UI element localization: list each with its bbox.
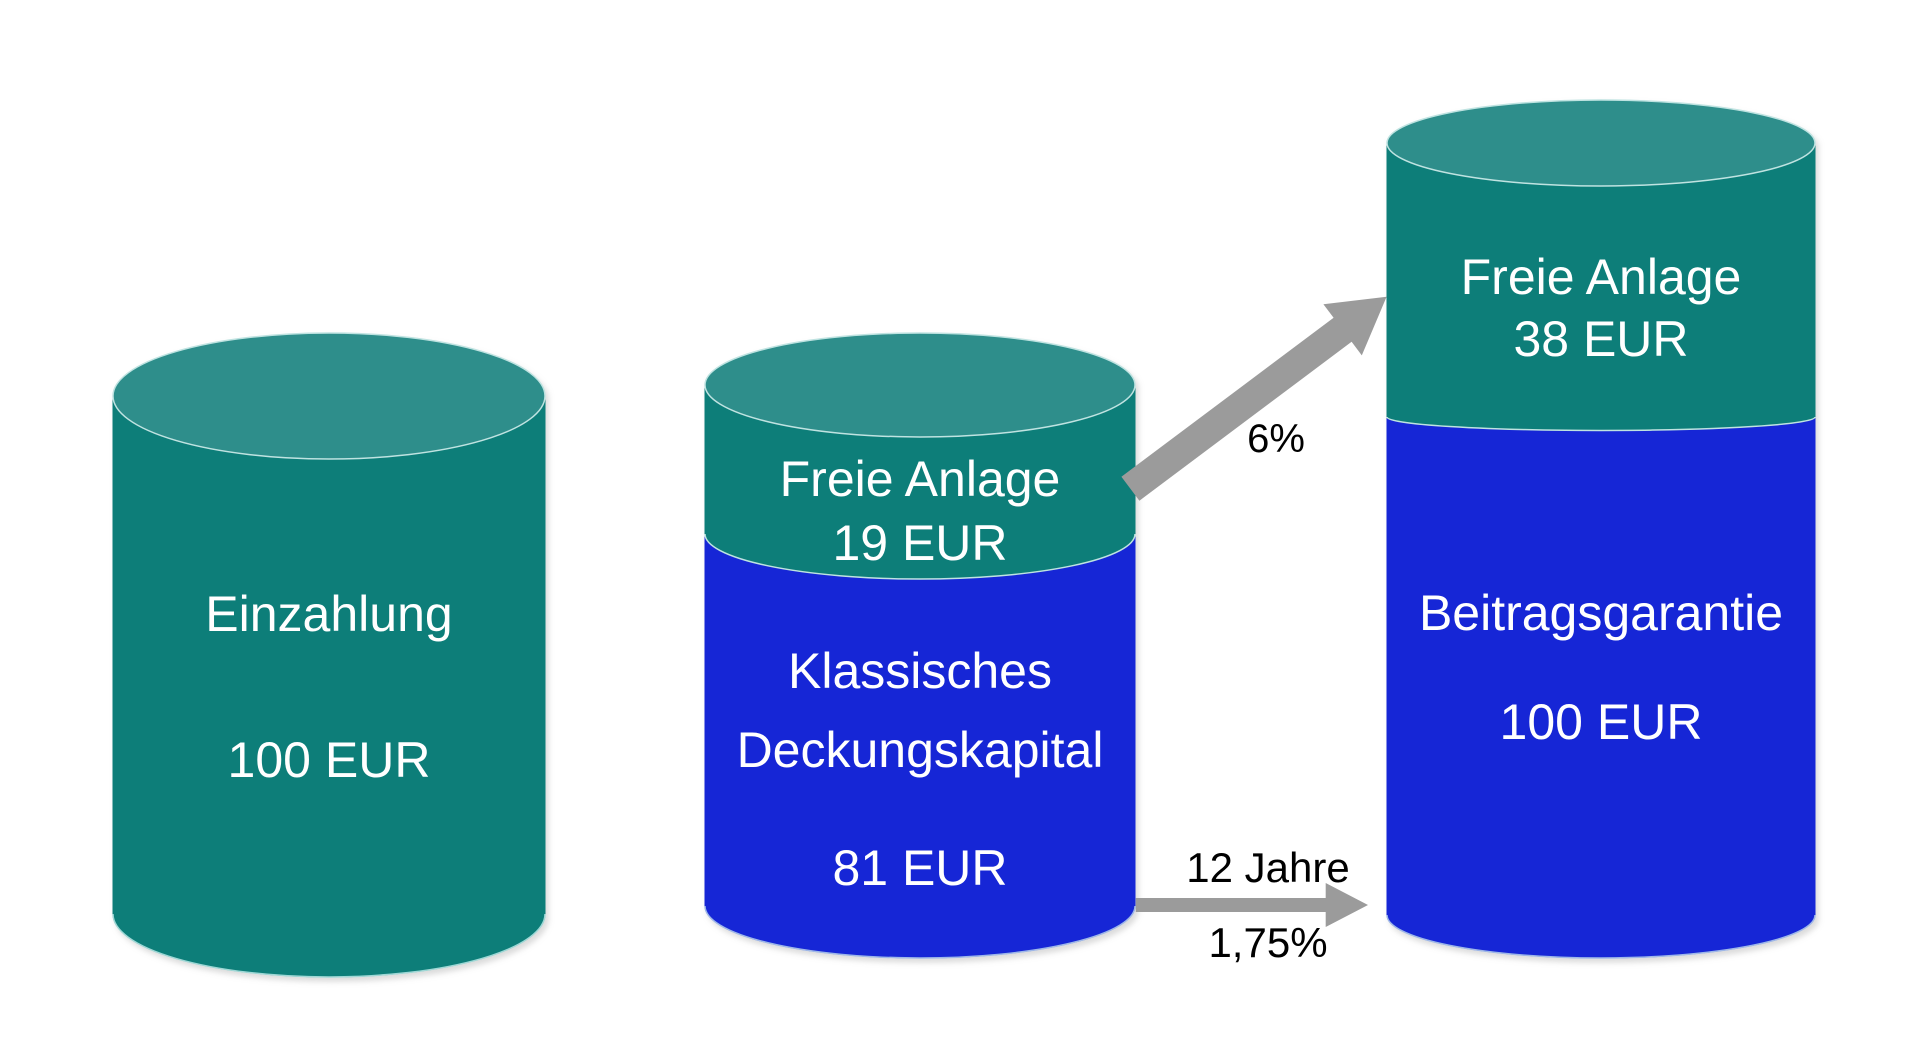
svg-text:Klassisches: Klassisches	[788, 643, 1052, 699]
svg-text:Deckungskapital: Deckungskapital	[737, 722, 1104, 778]
svg-text:12 Jahre: 12 Jahre	[1186, 844, 1349, 891]
svg-text:Freie Anlage: Freie Anlage	[1461, 249, 1742, 305]
svg-text:1,75%: 1,75%	[1208, 919, 1327, 966]
svg-text:81 EUR: 81 EUR	[832, 840, 1007, 896]
svg-text:6%: 6%	[1247, 417, 1305, 461]
svg-text:Beitragsgarantie: Beitragsgarantie	[1419, 585, 1783, 641]
svg-text:100 EUR: 100 EUR	[228, 732, 431, 788]
svg-text:100 EUR: 100 EUR	[1500, 694, 1703, 750]
svg-text:Einzahlung: Einzahlung	[205, 586, 452, 642]
svg-text:Freie Anlage: Freie Anlage	[780, 451, 1061, 507]
svg-text:19 EUR: 19 EUR	[832, 515, 1007, 571]
svg-text:38 EUR: 38 EUR	[1513, 311, 1688, 367]
